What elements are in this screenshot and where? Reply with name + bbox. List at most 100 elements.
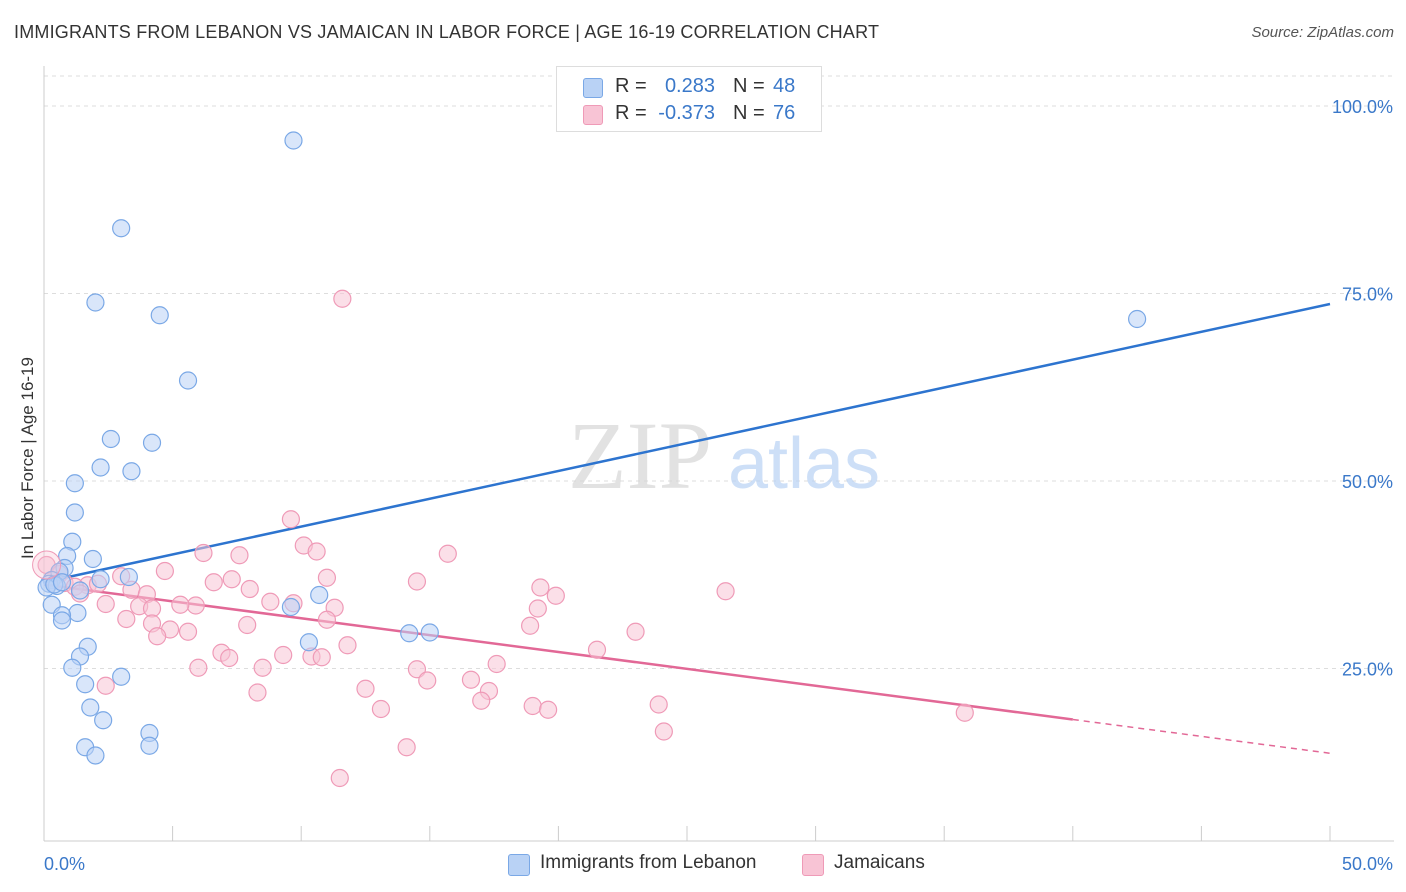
point-jamaican [371, 699, 391, 719]
point-jamaican [312, 648, 331, 667]
point-lebanon [101, 429, 120, 449]
grid-lines [44, 75, 1394, 669]
legend-n-label: N = [733, 75, 765, 97]
point-lebanon [142, 433, 162, 452]
chart-title: IMMIGRANTS FROM LEBANON VS JAMAICAN IN L… [14, 22, 880, 42]
point-jamaican [528, 599, 547, 618]
legend-swatch-lebanon [508, 854, 530, 876]
legend-r-value: -0.373 [658, 102, 715, 124]
legend-n-value: 48 [773, 75, 796, 97]
point-lebanon [299, 633, 319, 652]
legend-r-label: R = [615, 102, 647, 124]
x-tick-label: 0.0% [44, 854, 85, 874]
point-jamaican [587, 640, 607, 659]
point-jamaican [531, 578, 550, 597]
point-lebanon [122, 462, 141, 481]
point-lebanon [94, 711, 113, 730]
legend-swatch-jamaicans [802, 854, 824, 876]
point-lebanon [86, 746, 105, 765]
legend-n-label: N = [733, 102, 765, 124]
legend-r-value: 0.283 [664, 75, 715, 97]
legend-label-lebanon: Immigrants from Lebanon [540, 852, 757, 873]
point-jamaican [230, 546, 249, 565]
legend-swatch-jamaicans [583, 105, 603, 125]
y-tick-label: 50.0% [1342, 472, 1393, 492]
point-jamaican [523, 696, 542, 716]
point-lebanon [281, 597, 301, 617]
point-lebanon [65, 503, 84, 522]
point-jamaican [317, 610, 337, 629]
point-lebanon [91, 458, 110, 477]
legend-label-jamaicans: Jamaicans [834, 852, 925, 873]
point-lebanon [52, 611, 72, 630]
point-jamaican [96, 594, 115, 614]
data-points [32, 131, 1147, 788]
point-jamaican [626, 622, 645, 641]
point-lebanon [86, 293, 105, 312]
point-jamaican [204, 573, 223, 592]
point-jamaican [521, 616, 540, 635]
point-lebanon [284, 131, 303, 150]
series-legend: Immigrants from Lebanon Jamaicans [0, 852, 1406, 878]
point-jamaican [274, 645, 293, 665]
point-jamaican [418, 671, 437, 690]
legend-row-lebanon: R = 0.283 N = 48 [557, 73, 821, 101]
point-jamaican [248, 683, 267, 702]
point-lebanon [140, 736, 159, 755]
watermark: ZIP atlas [568, 402, 880, 509]
legend-n-value: 76 [773, 102, 796, 124]
point-jamaican [117, 609, 136, 629]
point-jamaican [240, 579, 259, 599]
point-jamaican [330, 768, 349, 788]
point-jamaican [194, 543, 213, 563]
point-lebanon [52, 573, 72, 592]
point-jamaican [220, 648, 239, 668]
point-jamaican [955, 703, 974, 722]
point-lebanon [76, 675, 95, 694]
point-jamaican [96, 676, 115, 695]
point-jamaican-cluster [32, 550, 62, 580]
point-jamaican [356, 679, 375, 698]
y-tick-label: 25.0% [1342, 660, 1393, 680]
point-jamaican [317, 568, 337, 587]
point-lebanon [70, 581, 90, 600]
point-jamaican [222, 570, 241, 589]
legend-swatch-lebanon [583, 78, 603, 98]
trend-line-jamaicans [43, 583, 1073, 721]
correlation-legend: R = 0.283 N = 48 R = -0.373 N = 76 [556, 66, 822, 132]
point-jamaican [253, 658, 272, 677]
point-jamaican [338, 636, 357, 655]
point-jamaican [186, 596, 205, 615]
point-jamaican [539, 700, 558, 719]
trend-lines [43, 302, 1331, 754]
point-jamaican [261, 592, 280, 611]
point-lebanon [150, 306, 169, 325]
point-jamaican [178, 622, 198, 641]
point-jamaican [238, 615, 257, 635]
point-jamaican [546, 586, 565, 605]
point-lebanon [420, 623, 439, 642]
point-lebanon [1127, 309, 1147, 329]
point-jamaican [189, 658, 208, 677]
point-jamaican [438, 544, 457, 563]
legend-row-jamaicans: R = -0.373 N = 76 [557, 100, 821, 128]
point-jamaican [461, 670, 481, 689]
point-lebanon [112, 219, 131, 238]
point-jamaican [155, 561, 174, 581]
point-jamaican [654, 722, 673, 741]
trend-line-lebanon [43, 302, 1331, 584]
watermark-zip: ZIP [568, 402, 712, 509]
point-lebanon [65, 474, 84, 493]
trend-line-jamaicans-extension [1072, 718, 1331, 754]
point-jamaican [407, 572, 427, 591]
point-jamaican [281, 510, 301, 529]
source-credit: Source: ZipAtlas.com [1251, 24, 1394, 41]
point-jamaican [397, 738, 416, 757]
point-lebanon [112, 667, 131, 686]
point-jamaican [472, 691, 491, 710]
point-jamaican [649, 695, 668, 714]
point-lebanon [91, 570, 110, 589]
y-tick-label: 75.0% [1342, 285, 1393, 305]
tick-labels: 25.0% 50.0% 75.0% 100.0% 0.0% 50.0% [44, 97, 1393, 874]
